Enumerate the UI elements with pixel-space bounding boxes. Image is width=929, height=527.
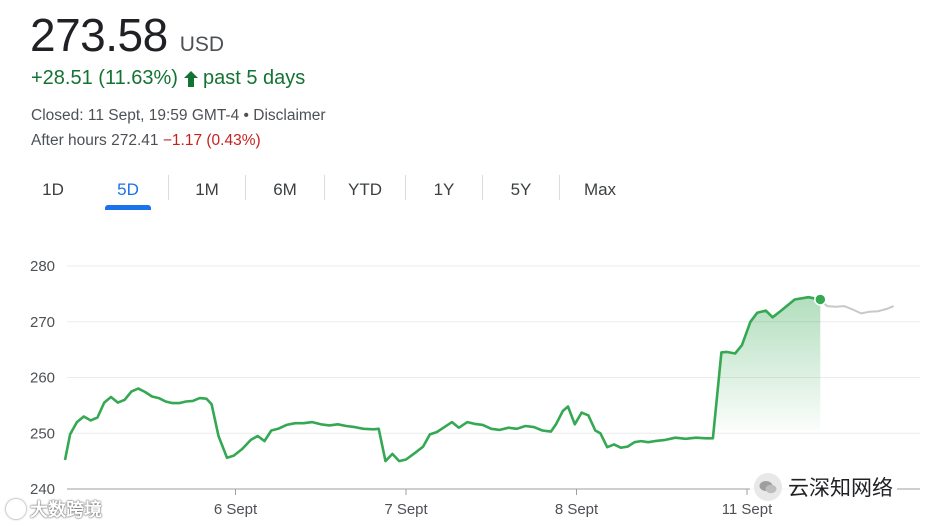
tab-divider	[168, 175, 169, 200]
tab-ytd[interactable]: YTD	[348, 180, 382, 199]
last-price-marker	[814, 293, 827, 306]
tab-divider	[245, 175, 246, 200]
x-tick-label: 11 Sept	[722, 501, 773, 518]
watermark-right: 云深知网络	[750, 470, 897, 504]
tab-divider	[559, 175, 560, 200]
y-tick-label-250: 250	[30, 425, 55, 442]
arrow-up-icon	[183, 70, 198, 87]
y-tick-label-260: 260	[30, 370, 55, 387]
y-tick-label-280: 280	[30, 258, 55, 275]
price-series-line	[63, 295, 821, 463]
price-chart-svg: 280 270 260 250 240 6 Sept 7 Sept 8 Sept 11 Sept	[30, 258, 920, 518]
tab-divider	[482, 175, 483, 200]
tab-5y[interactable]: 5Y	[510, 180, 532, 199]
after-hours-info: After hours 272.41 −1.17 (0.43%)	[31, 132, 261, 150]
after-hours-series-line	[819, 298, 894, 315]
closed-info: Closed: 11 Sept, 19:59 GMT-4 • Disclaime…	[31, 107, 326, 124]
tab-1d[interactable]: 1D	[42, 180, 64, 199]
after-hours-change: −1.17 (0.43%)	[162, 132, 261, 149]
watermark-logo-icon	[6, 499, 26, 519]
y-tick-label-270: 270	[30, 314, 55, 331]
tab-1m[interactable]: 1M	[195, 180, 219, 199]
tab-5d[interactable]: 5D	[88, 170, 168, 210]
range-tabs: 1D 5D 1M 6M YTD 1Y 5Y Max	[18, 170, 640, 210]
price-chart[interactable]: 280 270 260 250 240 6 Sept 7 Sept 8 Sept 11 Sept	[0, 220, 929, 527]
tab-divider	[405, 175, 406, 200]
currency-label: USD	[179, 33, 225, 56]
watermark-left: 大数跨境	[6, 496, 102, 522]
x-tick-label: 8 Sept	[555, 501, 599, 518]
x-tick-label: 7 Sept	[384, 501, 428, 518]
watermark-right-text: 云深知网络	[788, 477, 893, 500]
tab-6m[interactable]: 6M	[273, 180, 297, 199]
current-price: 273.58	[30, 9, 168, 61]
x-tick-label: 6 Sept	[214, 501, 258, 518]
wechat-icon	[754, 473, 782, 501]
price-header: 273.58 USD	[30, 8, 224, 62]
price-area-fill	[712, 297, 821, 439]
price-change-row: +28.51 (11.63%) past 5 days	[31, 67, 305, 90]
tab-max[interactable]: Max	[583, 180, 617, 199]
tab-divider	[324, 175, 325, 200]
watermark-left-text: 大数跨境	[30, 500, 102, 520]
tab-1y[interactable]: 1Y	[433, 180, 455, 199]
y-tick-label-240: 240	[30, 481, 55, 498]
change-period: past 5 days	[202, 67, 306, 89]
price-change: +28.51 (11.63%)	[31, 67, 178, 89]
after-hours-price: After hours 272.41	[31, 132, 159, 149]
